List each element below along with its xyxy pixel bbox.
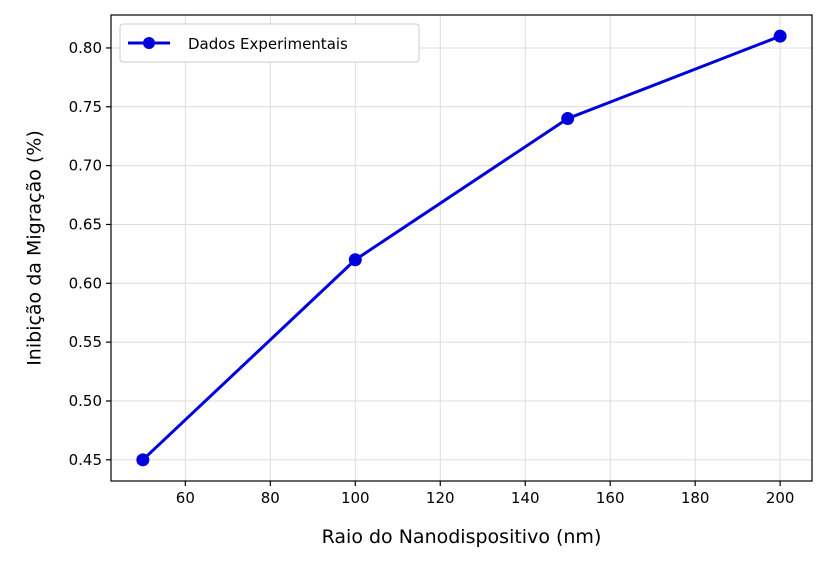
series-line [141, 34, 782, 462]
x-tick-label: 80 [261, 489, 280, 507]
y-tick-label: 0.75 [69, 98, 102, 116]
x-tick-label: 200 [766, 489, 795, 507]
y-tick-label: 0.45 [69, 451, 102, 469]
y-tick-label: 0.80 [69, 39, 102, 57]
axis-ticks: 60 80 100 120 140 160 180 200 0.45 0.50 0.55 0.60 0.… [69, 39, 795, 507]
y-tick-label: 0.60 [69, 274, 102, 292]
plot-area-frame [110, 14, 813, 482]
x-tick-label: 120 [426, 489, 455, 507]
x-tick-label: 100 [341, 489, 370, 507]
legend-box [119, 23, 420, 63]
x-tick-label: 140 [511, 489, 540, 507]
legend-marker-swatch [143, 37, 155, 49]
data-point-marker [561, 112, 575, 126]
x-tick-label: 180 [681, 489, 710, 507]
legend-label: Dados Experimentais [188, 35, 348, 53]
y-axis-label: Inibição da Migração (%) [24, 130, 46, 366]
x-axis-label: Raio do Nanodispositivo (nm) [322, 526, 602, 548]
data-point-marker [773, 29, 787, 43]
x-tick-label: 160 [596, 489, 625, 507]
y-tick-label: 0.65 [69, 215, 102, 233]
grid-lines [111, 15, 812, 481]
series-layer [136, 29, 787, 467]
data-point-marker [348, 253, 362, 267]
data-point-marker [136, 453, 150, 467]
legend: Dados Experimentais [119, 23, 420, 63]
y-tick-label: 0.50 [69, 392, 102, 410]
y-tick-label: 0.55 [69, 333, 102, 351]
x-tick-label: 60 [176, 489, 195, 507]
y-tick-label: 0.70 [69, 157, 102, 175]
